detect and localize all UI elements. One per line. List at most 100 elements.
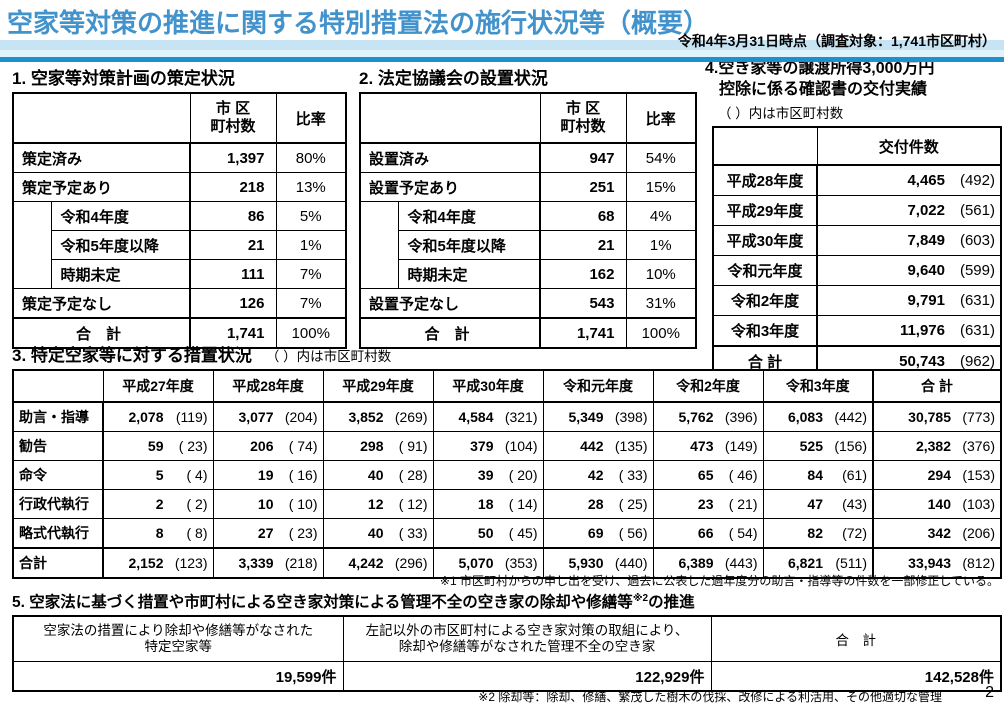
column-header: 令和2年度 [652,369,764,403]
council-establishment-table: 市 区 町村数 比率 設置済み 947 54% 設置予定あり 251 15% 令和4年度 68… [359,92,697,349]
table-row: 策定予定あり 218 13% [12,172,347,202]
value-wrap: 30,785 (773) [880,409,995,425]
table-row: 平成29年度 7,022 (561) [712,195,1002,226]
count-cell: 7,849 (603) [816,225,1002,256]
municipality-count: (631) [959,322,995,339]
municipality-count: (353) [504,555,538,571]
municipality-count: ( 33) [398,525,428,541]
value-wrap: 33,943 (812) [880,555,995,571]
measure-cell: 59 ( 23) [102,431,214,461]
empty-header-cell [712,126,818,166]
measure-cell: 8 ( 8) [102,518,214,549]
value-wrap: 5,762 (396) [660,409,757,425]
count-cell: 543 [539,288,627,319]
count-cell: 1,741 [189,317,277,349]
measure-cell: 2,152 (123) [102,547,214,579]
measure-cell: 33,943 (812) [872,547,1002,579]
count-value: 525 [799,438,823,454]
indent-spacer [12,201,52,289]
value-wrap: 3,077 (204) [220,409,317,425]
row-label: 令和2年度 [712,285,818,316]
measure-cell: 27 ( 23) [212,518,324,549]
row-label: 令和5年度以降 [50,230,191,260]
section4-note: （ ）内は市区町村数 [718,106,844,121]
row-label: 助言・指導 [12,401,104,432]
count-value: 40 [367,525,384,541]
section2-heading: 2. 法定協議会の設置状況 [359,69,548,88]
count-value: 40 [367,467,384,483]
value-wrap: 12 ( 12) [330,496,428,512]
value-wrap: 9,640 (599) [824,262,995,279]
municipality-count: (603) [959,232,995,249]
value-wrap: 66 ( 54) [660,525,758,541]
municipality-count: (149) [724,438,758,454]
row-label: 設置済み [359,142,541,173]
municipality-count: ( 14) [508,496,538,512]
municipality-count: (962) [959,353,995,370]
count-value: 18 [477,496,494,512]
value-wrap: 50 ( 45) [440,525,538,541]
count-value: 6,821 [787,555,823,571]
municipality-count: (104) [504,438,538,454]
count-value: 42 [587,467,604,483]
measure-cell: 30,785 (773) [872,401,1002,432]
count-value: 2,382 [915,438,951,454]
ratio-cell: 100% [625,317,697,349]
measure-cell: 47 (43) [762,489,874,519]
measure-cell: 6,389 (443) [652,547,764,579]
value-wrap: 3,339 (218) [220,555,318,571]
empty-header-cell [12,92,191,144]
municipality-count: ( 8) [186,525,208,541]
measure-cell: 2,382 (376) [872,431,1002,461]
ratio-cell: 7% [275,259,347,289]
municipality-count: ( 20) [508,467,538,483]
count-value: 59 [147,438,164,454]
measure-cell: 298 ( 91) [322,431,434,461]
row-label: 略式代執行 [12,518,104,549]
count-cell: 7,022 (561) [816,195,1002,226]
measure-cell: 5,930 (440) [542,547,654,579]
count-value: 39 [477,467,494,483]
row-label: 勧告 [12,431,104,461]
ratio-cell: 1% [275,230,347,260]
municipality-count: ( 91) [398,438,428,454]
count-value: 50 [477,525,494,541]
table-row: 令和5年度以降 21 1% [360,230,697,260]
count-cell: 111 [189,259,277,289]
row-label: 平成28年度 [712,164,818,196]
count-value: 5 [155,467,164,483]
count-value: 342 [927,525,951,541]
issued-count-column-header: 交付件数 [816,126,1002,166]
count-value: 28 [587,496,604,512]
count-value: 9,791 [907,292,945,309]
municipality-count: (43) [842,496,867,512]
header-band [0,40,1004,50]
measure-cell: 4,584 (321) [432,401,544,432]
table-row: 設置済み 947 54% [359,142,697,173]
measure-cell: 5,349 (398) [542,401,654,432]
municipality-count: ( 23) [178,438,208,454]
count-value: 2 [155,496,164,512]
table-row: 策定予定なし 126 7% [12,288,347,319]
municipality-count: (218) [284,555,318,571]
certificate-issuance-table: 交付件数 平成28年度 4,465 (492) 平成29年度 7,022 (561) 平成3… [712,126,1002,378]
measures-table: 平成27年度 平成28年度 平成29年度 平成30年度 令和元年度 令和2年度 令和3年度合… [12,369,1002,579]
value-wrap: 2,078 (119) [110,409,207,425]
measure-cell: 2 ( 2) [102,489,214,519]
value-wrap: 7,022 (561) [824,202,995,219]
value-wrap: 6,821 (511) [770,555,867,571]
value-wrap: 27 ( 23) [220,525,318,541]
municipality-count: ( 4) [186,467,208,483]
empty-header-cell [359,92,541,144]
municipality-count: (103) [962,496,995,512]
header-row: 市 区 町村数 比率 [12,92,347,144]
count-value: 7,022 [907,202,945,219]
value-wrap: 28 ( 25) [550,496,648,512]
count-value: 5,070 [458,555,494,571]
count-value: 5,349 [568,409,604,425]
value-wrap: 6,389 (443) [660,555,757,571]
measure-cell: 5,070 (353) [432,547,544,579]
count-cell: 21 [539,230,627,260]
value-wrap: 473 (149) [660,438,758,454]
count-value: 10 [257,496,274,512]
